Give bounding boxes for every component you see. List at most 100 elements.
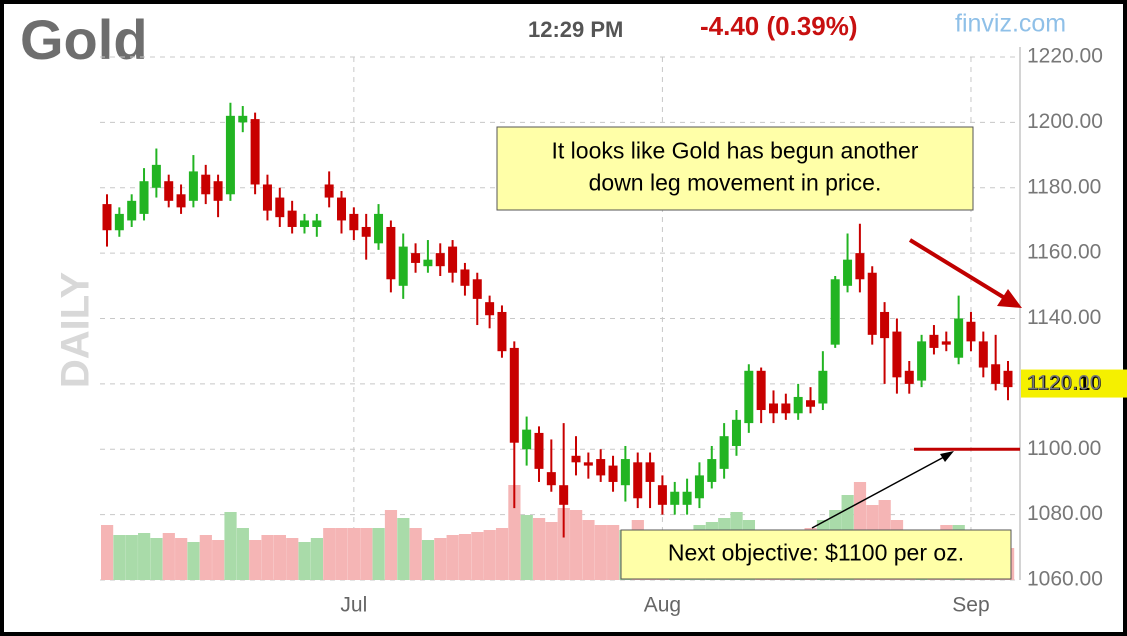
change: -4.40 (0.39%) xyxy=(700,11,858,41)
candle-body xyxy=(201,174,211,195)
annotation-box xyxy=(496,126,974,211)
candle-body xyxy=(374,213,384,244)
annotation-box xyxy=(620,529,1012,580)
volume-bar xyxy=(323,528,336,580)
candle-body xyxy=(546,472,556,486)
volume-bar xyxy=(434,538,447,580)
candle-body xyxy=(571,455,581,463)
price-tag xyxy=(1021,369,1127,398)
candle-body xyxy=(744,370,754,424)
candle-body xyxy=(225,115,235,195)
y-tick-label: 1060.00 xyxy=(1027,568,1103,591)
candle-body xyxy=(460,269,470,286)
volume-bar xyxy=(273,535,286,580)
candle-body xyxy=(423,259,433,267)
candle-body xyxy=(398,246,408,286)
candle-body xyxy=(275,197,285,218)
volume-bar xyxy=(557,508,570,580)
volume-bar xyxy=(261,535,274,580)
volume-bar xyxy=(138,533,151,580)
candle-body xyxy=(991,364,1001,384)
volume-bar xyxy=(532,518,546,580)
y-tick-label: 1140.00 xyxy=(1027,306,1101,329)
volume-bar xyxy=(495,528,509,580)
candle-body xyxy=(855,253,865,280)
volume-bar xyxy=(101,525,114,580)
candle-body xyxy=(880,311,890,339)
candle-body xyxy=(337,197,347,221)
candle-body xyxy=(892,331,902,378)
candle-body xyxy=(559,485,569,505)
candle-body xyxy=(719,436,729,469)
candle-body xyxy=(806,400,816,407)
candle-body xyxy=(645,462,655,482)
candle-body xyxy=(250,119,260,185)
candle-body xyxy=(299,220,309,227)
y-tick-label: 1220.00 xyxy=(1027,45,1103,68)
volume-bar xyxy=(113,535,126,580)
y-tick-label: 1100.00 xyxy=(1027,437,1101,460)
x-tick-label: Sep xyxy=(952,594,989,617)
pointer-arrow-head xyxy=(940,451,954,462)
x-tick-label: Jul xyxy=(340,594,367,617)
candle-body xyxy=(954,318,964,358)
candle-body xyxy=(657,485,667,505)
volume-bar xyxy=(582,520,595,580)
volume-bar xyxy=(409,528,422,580)
candle-body xyxy=(361,226,371,237)
period: DAILY xyxy=(54,272,98,389)
volume-bar xyxy=(471,532,484,580)
candle-body xyxy=(608,465,618,482)
candle-body xyxy=(694,475,704,499)
y-tick-label: 1180.00 xyxy=(1027,175,1101,198)
candle-body xyxy=(114,213,124,231)
price-tag-label: 1120.10 xyxy=(1027,372,1102,395)
volume-bar xyxy=(372,528,385,580)
candle-body xyxy=(349,213,359,231)
volume-bar xyxy=(199,535,212,580)
trend-arrow xyxy=(908,238,1010,302)
candle-body xyxy=(324,184,334,198)
candle-body xyxy=(917,341,927,381)
candle-body xyxy=(102,204,112,231)
volume-bar xyxy=(508,485,521,580)
candle-body xyxy=(435,253,445,267)
volume-bar xyxy=(310,538,324,580)
volume-bar xyxy=(545,522,558,580)
source: finviz.com xyxy=(955,10,1066,38)
candle-body xyxy=(756,370,766,411)
candle-body xyxy=(633,462,643,499)
volume-bar xyxy=(360,528,373,580)
candle-body xyxy=(522,429,532,450)
volume-bar xyxy=(397,518,410,580)
candle-body xyxy=(139,181,149,214)
annotation-text: down leg movement in price. xyxy=(589,170,882,196)
candle-body xyxy=(213,181,223,201)
volume-bar xyxy=(607,525,620,580)
y-tick-label: 1080.00 xyxy=(1027,502,1103,525)
trend-arrow-head xyxy=(997,289,1022,308)
volume-bar xyxy=(594,525,607,580)
volume-bar xyxy=(162,533,175,580)
volume-bar xyxy=(125,535,138,580)
candle-body xyxy=(509,347,519,443)
chart-title: Gold xyxy=(20,8,148,71)
candle-body xyxy=(843,259,853,286)
candle-body xyxy=(287,210,297,227)
candle-body xyxy=(966,321,976,342)
candle-body xyxy=(818,370,828,404)
candle-body xyxy=(386,226,396,280)
volume-bar xyxy=(335,528,348,580)
y-tick-label: 1120.00 xyxy=(1027,371,1101,394)
candle-body xyxy=(830,279,840,345)
volume-bar xyxy=(150,538,163,580)
candle-body xyxy=(534,432,544,469)
y-tick-label: 1200.00 xyxy=(1027,110,1103,133)
volume-bar xyxy=(286,538,299,580)
x-tick-label: Aug xyxy=(644,594,681,617)
candle-body xyxy=(596,459,606,476)
volume-bar xyxy=(520,515,533,580)
candle-body xyxy=(731,419,741,446)
